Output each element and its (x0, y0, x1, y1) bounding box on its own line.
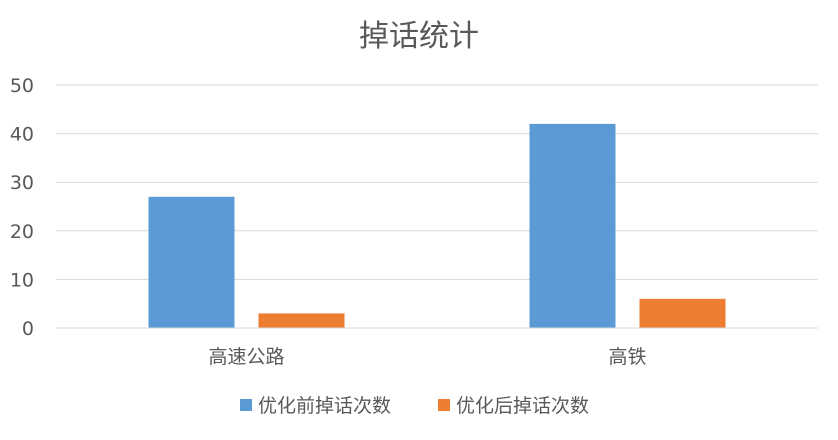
bar (258, 313, 345, 328)
y-tick-label: 50 (10, 75, 34, 97)
y-tick-label: 30 (10, 172, 34, 194)
x-tick-label: 高铁 (608, 346, 646, 368)
legend-label: 优化后掉话次数 (456, 395, 589, 417)
legend-swatch (438, 399, 450, 411)
bar (148, 196, 235, 328)
legend-swatch (240, 399, 252, 411)
legend-label: 优化前掉话次数 (258, 395, 391, 417)
x-tick-label: 高速公路 (208, 346, 284, 368)
bars (148, 123, 726, 328)
chart-title: 掉话统计 (359, 19, 479, 54)
bar (529, 123, 616, 328)
y-axis: 0 10 20 30 40 50 (10, 75, 34, 340)
y-tick-label: 40 (10, 124, 34, 146)
legend: 优化前掉话次数 优化后掉话次数 (240, 395, 589, 417)
x-axis: 高速公路 高铁 (56, 327, 818, 368)
y-tick-label: 10 (10, 269, 34, 291)
bar (639, 298, 726, 328)
y-tick-label: 20 (10, 221, 34, 243)
y-tick-label: 0 (22, 318, 34, 340)
